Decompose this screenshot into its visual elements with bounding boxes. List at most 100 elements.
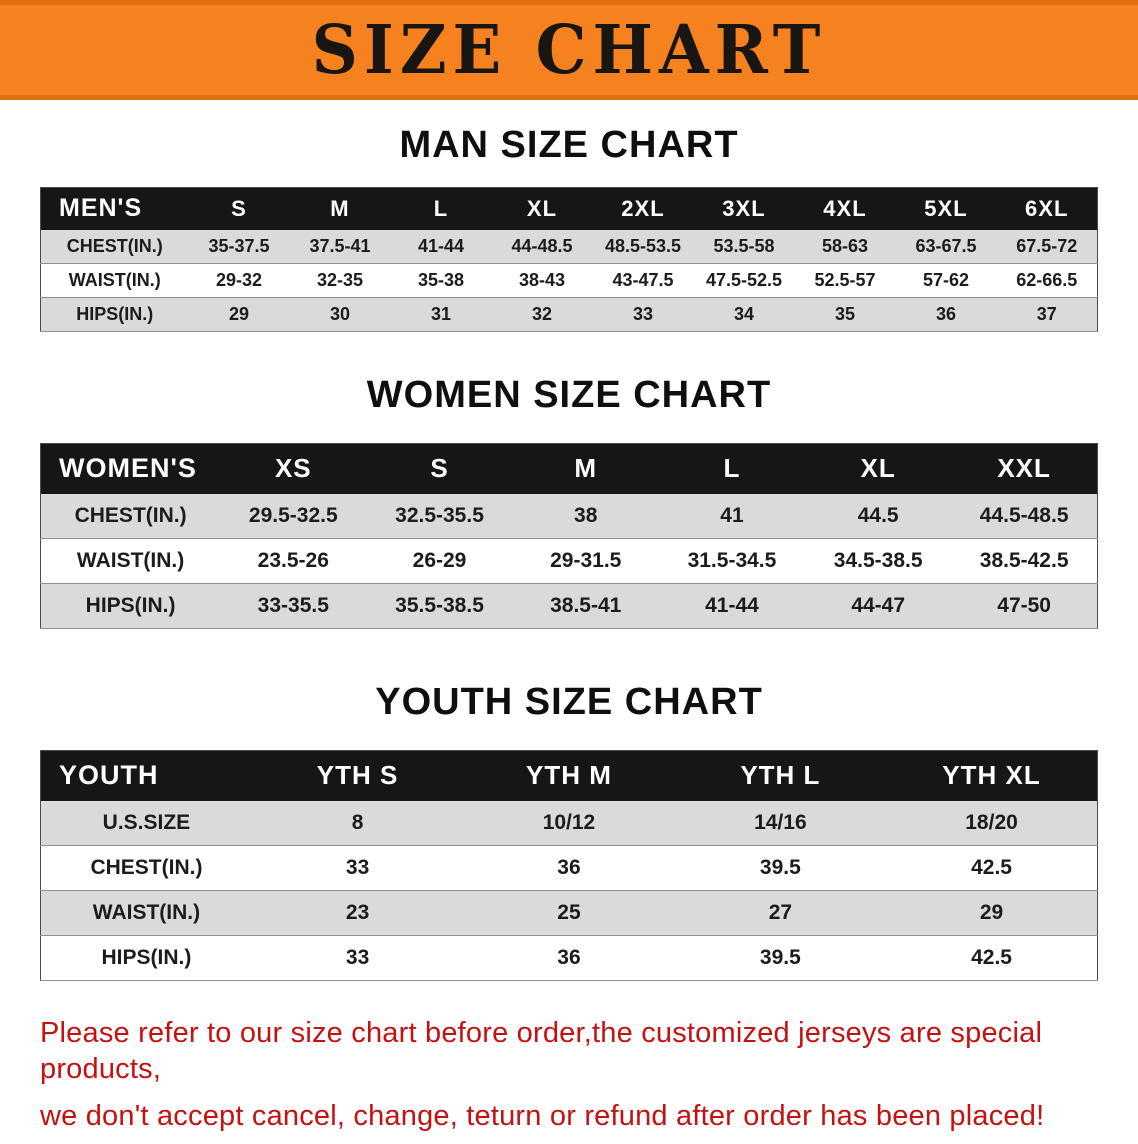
men-chart-heading: MAN SIZE CHART: [399, 124, 739, 166]
size-value-cell: 35: [834, 304, 855, 324]
size-value-cell: 34.5-38.5: [833, 549, 923, 572]
size-value-cell: 23: [345, 901, 370, 924]
size-value-cell: 14/16: [754, 810, 807, 834]
size-value-cell: 35-37.5: [208, 235, 270, 256]
size-value-cell: 33: [632, 304, 653, 324]
size-value-cell: 39.5: [759, 946, 801, 969]
size-column-header: 5XL: [895, 187, 997, 230]
disclaimer-line-1: Please refer to our size chart before or…: [40, 1017, 1043, 1086]
women-chart-heading: WOMEN SIZE CHART: [366, 374, 772, 416]
women-size-table: WOMEN'S XS S M L XL XXL CHEST(IN.) 29.5-32.5 32.5…: [40, 443, 1098, 629]
size-column-header: YTH M: [463, 750, 675, 801]
measurement-row: WAIST(IN.) 23 25 27 29: [40, 890, 1098, 936]
measurement-row: WAIST(IN.) 29-32 32-35 35-38 38-43 43-47.5 47.…: [40, 263, 1098, 298]
measurement-row-label: HIPS(IN.): [101, 946, 192, 969]
size-value-cell: 41-44: [417, 235, 464, 256]
size-value-cell: 44.5: [857, 503, 899, 527]
size-value-cell: 57-62: [922, 270, 969, 290]
size-value-cell: 26-29: [412, 549, 467, 572]
measurement-row: CHEST(IN.) 35-37.5 37.5-41 41-44 44-48.5 48.5…: [40, 229, 1098, 264]
size-column-header: M: [512, 443, 659, 494]
size-column-header: L: [390, 187, 492, 230]
size-column-header: 2XL: [592, 187, 694, 230]
size-value-cell: 38.5-41: [550, 594, 622, 617]
size-column-header: YTH L: [674, 750, 887, 801]
measurement-row-label: CHEST(IN.): [74, 503, 187, 527]
size-value-cell: 25: [557, 901, 581, 924]
size-value-cell: 47.5-52.5: [705, 270, 782, 290]
size-value-cell: 58-63: [821, 235, 868, 256]
measurement-row-label: WAIST(IN.): [92, 901, 201, 924]
size-value-cell: 41: [720, 503, 744, 527]
size-column-header: XL: [491, 187, 593, 230]
measurement-row-label: CHEST(IN.): [90, 856, 203, 879]
size-value-cell: 63-67.5: [915, 235, 977, 256]
size-value-cell: 30: [329, 304, 350, 324]
size-value-cell: 38.5-42.5: [979, 549, 1069, 572]
size-column-header: YTH XL: [886, 750, 1098, 801]
size-value-cell: 29: [228, 304, 249, 324]
size-column-header: XL: [805, 443, 952, 494]
size-value-cell: 67.5-72: [1016, 235, 1078, 256]
size-value-cell: 42.5: [971, 946, 1012, 969]
size-value-cell: 29-31.5: [550, 549, 622, 572]
page-title: SIZE CHART: [311, 10, 827, 90]
size-value-cell: 34: [733, 304, 754, 324]
size-value-cell: 33-35.5: [257, 594, 329, 617]
men-size-table: MEN'S S M L XL 2XL 3XL 4XL 5XL 6XL CHEST(IN.) 35-37…: [40, 187, 1098, 332]
banner: SIZE CHART: [0, 0, 1138, 100]
disclaimer-line-2: we don't accept cancel, change, teturn o…: [40, 1099, 1045, 1132]
size-value-cell: 38-43: [518, 270, 565, 290]
youth-size-chart-section: YOUTH SIZE CHART YOUTH YTH S YTH M YTH L YTH…: [0, 681, 1138, 981]
size-column-header: 4XL: [794, 187, 896, 230]
size-value-cell: 44-48.5: [511, 235, 573, 256]
disclaimer-note: Please refer to our size chart before or…: [0, 1015, 1138, 1134]
measurement-row-label: CHEST(IN.): [66, 235, 163, 256]
size-value-cell: 8: [351, 810, 364, 834]
women-size-chart-section: WOMEN SIZE CHART WOMEN'S XS S M L XL XXL CHEST(…: [0, 374, 1138, 629]
size-column-header: S: [188, 187, 290, 230]
youth-size-table: YOUTH YTH S YTH M YTH L YTH XL U.S.SIZE 8 10/12…: [40, 750, 1098, 981]
measurement-row: HIPS(IN.) 29 30 31 32 33 34 35 36 37: [40, 297, 1098, 332]
size-column-header: XXL: [951, 443, 1098, 494]
table-header-row: YOUTH YTH S YTH M YTH L YTH XL: [40, 750, 1098, 801]
size-value-cell: 37: [1036, 304, 1057, 324]
size-column-header: 6XL: [996, 187, 1098, 230]
measurement-row: CHEST(IN.) 29.5-32.5 32.5-35.5 38 41 44.5 44.5…: [40, 493, 1098, 539]
size-value-cell: 38: [574, 503, 598, 527]
size-column-header: M: [289, 187, 391, 230]
measurement-row-label: HIPS(IN.): [76, 304, 154, 324]
size-column-header: 3XL: [693, 187, 795, 230]
measurement-row: U.S.SIZE 8 10/12 14/16 18/20: [40, 800, 1098, 846]
size-value-cell: 35.5-38.5: [395, 594, 484, 617]
size-value-cell: 52.5-57: [814, 270, 876, 290]
size-value-cell: 47-50: [997, 594, 1051, 617]
size-column-header: YTH S: [251, 750, 464, 801]
size-value-cell: 41-44: [705, 594, 759, 617]
size-value-cell: 37.5-41: [309, 235, 371, 256]
size-value-cell: 43-47.5: [612, 270, 674, 290]
measurement-row-label: U.S.SIZE: [102, 810, 191, 834]
size-column-header: S: [366, 443, 513, 494]
measurement-row: WAIST(IN.) 23.5-26 26-29 29-31.5 31.5-34.5 34…: [40, 538, 1098, 584]
size-value-cell: 18/20: [965, 810, 1018, 834]
size-value-cell: 48.5-53.5: [604, 235, 681, 256]
size-value-cell: 36: [935, 304, 956, 324]
size-value-cell: 32.5-35.5: [395, 503, 484, 527]
size-value-cell: 42.5: [971, 856, 1012, 879]
measurement-row: HIPS(IN.) 33 36 39.5 42.5: [40, 935, 1098, 981]
size-value-cell: 29: [979, 901, 1004, 924]
table-corner-label: WOMEN'S: [40, 443, 221, 494]
table-corner-label: MEN'S: [40, 187, 189, 230]
size-value-cell: 36: [557, 856, 581, 879]
size-value-cell: 23.5-26: [257, 549, 329, 572]
size-value-cell: 31: [430, 304, 451, 324]
size-column-header: XS: [220, 443, 367, 494]
measurement-row-label: HIPS(IN.): [85, 594, 176, 617]
table-header-row: MEN'S S M L XL 2XL 3XL 4XL 5XL 6XL: [40, 187, 1098, 230]
size-value-cell: 62-66.5: [1016, 270, 1078, 290]
size-value-cell: 31.5-34.5: [687, 549, 777, 572]
measurement-row-label: WAIST(IN.): [76, 549, 185, 572]
size-value-cell: 33: [345, 856, 370, 879]
measurement-row: CHEST(IN.) 33 36 39.5 42.5: [40, 845, 1098, 891]
